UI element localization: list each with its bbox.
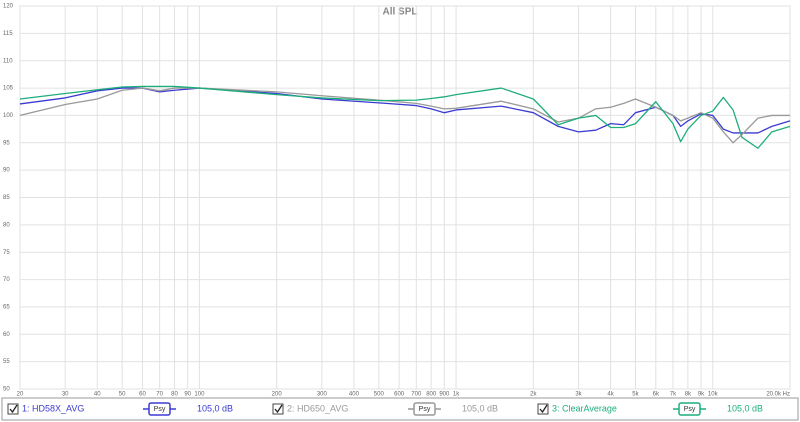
- y-tick-label: 85: [3, 195, 10, 201]
- x-tick-label: 1k: [453, 392, 460, 398]
- y-tick-label: 120: [3, 4, 14, 10]
- y-tick-label: 105: [3, 86, 14, 92]
- y-tick-label: 115: [3, 31, 13, 37]
- series-line: [19, 85, 791, 149]
- series-line: [19, 87, 791, 134]
- y-tick-label: 50: [3, 387, 10, 393]
- x-tick-label: 70: [156, 392, 163, 398]
- legend-label: 1: HD58X_AVG: [22, 403, 84, 413]
- x-tick-label: 20: [17, 392, 24, 398]
- x-tick-label: 6k: [653, 392, 660, 398]
- checkbox-tick: [539, 404, 548, 414]
- y-tick-label: 75: [3, 250, 10, 256]
- smoothing-label: Psy: [684, 406, 696, 413]
- x-tick-label: 600: [394, 392, 405, 398]
- x-tick-label: 8k: [685, 392, 692, 398]
- x-tick-label: 10k: [708, 392, 719, 398]
- x-tick-label: 90: [184, 392, 191, 398]
- y-tick-label: 60: [3, 332, 10, 338]
- smoothing-label: Psy: [154, 406, 166, 413]
- offset-label: 105,0 dB: [462, 403, 498, 413]
- smoothing-button[interactable]: [148, 402, 171, 416]
- x-tick-label: 900: [439, 392, 450, 398]
- x-tick-label: 5k: [632, 392, 639, 398]
- x-tick-label: 300: [317, 392, 328, 398]
- y-tick-label: 110: [3, 58, 13, 64]
- x-tick-label: 4k: [607, 392, 614, 398]
- checkbox-tick: [9, 404, 18, 414]
- offset-label: 105,0 dB: [197, 403, 233, 413]
- legend-checkbox[interactable]: [272, 403, 284, 415]
- y-tick-label: 65: [3, 305, 10, 311]
- legend-panel: [1, 397, 799, 421]
- x-tick-label: 3k: [575, 392, 582, 398]
- y-tick-label: 80: [3, 222, 10, 228]
- x-tick-label: 20.0k Hz: [766, 392, 790, 398]
- legend-label: 3: ClearAverage: [552, 403, 617, 413]
- y-tick-label: 70: [3, 277, 10, 283]
- smoothing-button[interactable]: [678, 402, 701, 416]
- x-tick-label: 200: [272, 392, 283, 398]
- x-tick-label: 50: [119, 392, 126, 398]
- y-tick-label: 90: [3, 168, 10, 174]
- legend-checkbox[interactable]: [7, 403, 19, 415]
- smoothing-button[interactable]: [413, 402, 436, 416]
- chart-title: All SPL: [382, 7, 417, 18]
- x-tick-label: 9k: [698, 392, 705, 398]
- x-tick-label: 7k: [670, 392, 677, 398]
- x-tick-label: 800: [426, 392, 437, 398]
- y-tick-label: 95: [3, 140, 10, 146]
- y-tick-label: 55: [3, 359, 10, 365]
- x-tick-label: 400: [349, 392, 360, 398]
- x-tick-label: 60: [139, 392, 146, 398]
- x-tick-label: 100: [194, 392, 205, 398]
- x-tick-label: 30: [62, 392, 69, 398]
- series-line: [19, 87, 790, 144]
- x-tick-label: 700: [411, 392, 422, 398]
- x-tick-label: 500: [374, 392, 385, 398]
- y-tick-label: 100: [3, 113, 14, 119]
- offset-label: 105,0 dB: [727, 403, 763, 413]
- x-tick-label: 40: [94, 392, 101, 398]
- legend-checkbox[interactable]: [537, 403, 549, 415]
- x-tick-label: 80: [171, 392, 178, 398]
- legend-label: 2: HD650_AVG: [287, 403, 348, 413]
- x-tick-label: 2k: [530, 392, 537, 398]
- smoothing-label: Psy: [419, 406, 431, 413]
- checkbox-tick: [274, 404, 283, 414]
